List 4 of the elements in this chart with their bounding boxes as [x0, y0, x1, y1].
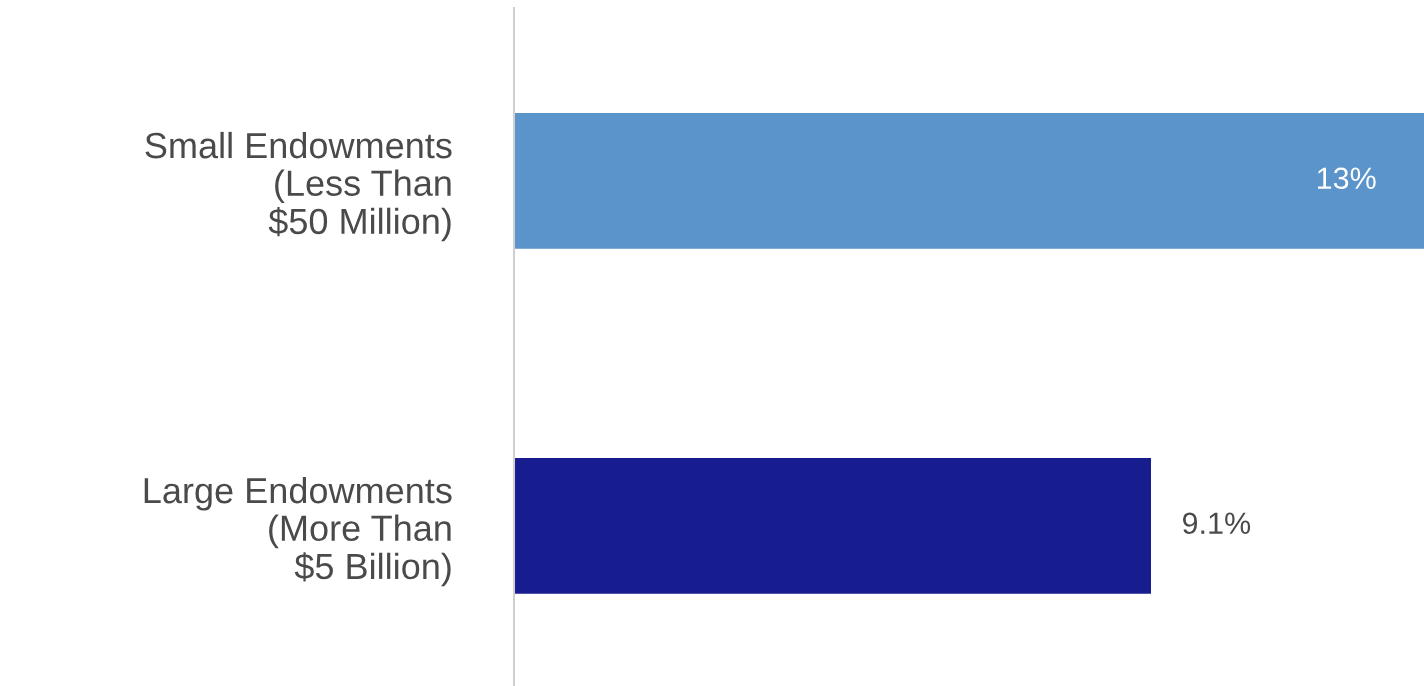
data-label: 9.1%: [1182, 512, 1251, 535]
y-tick-label: Small Endowments (Less Than $50 Million): [145, 131, 452, 242]
data-label: 13%: [1317, 167, 1376, 190]
y-tick-label: Large Endowments (More Than $5 Billion): [144, 476, 452, 587]
